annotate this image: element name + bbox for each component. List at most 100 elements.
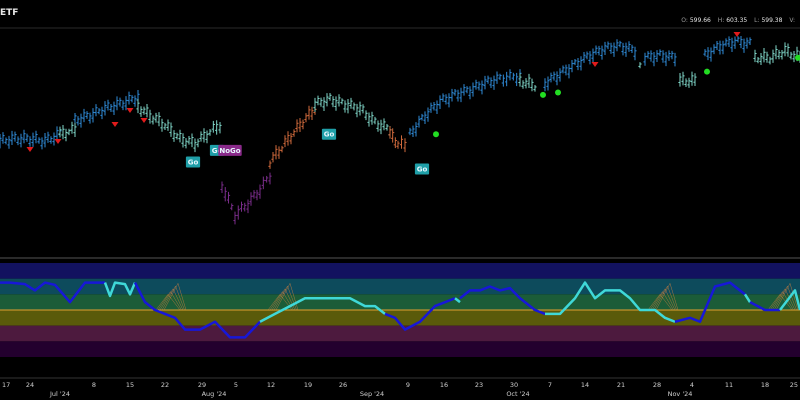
price-bar	[759, 53, 762, 65]
x-tick-label: Nov '24	[668, 390, 693, 398]
price-bar	[227, 192, 230, 204]
price-bar	[85, 111, 88, 119]
price-bar	[274, 145, 277, 159]
price-bar	[166, 119, 169, 130]
price-bar	[533, 85, 536, 92]
price-bar	[459, 88, 462, 102]
price-bar	[681, 72, 684, 86]
price-bar	[187, 136, 190, 145]
price-bar	[633, 47, 636, 60]
price-bar	[508, 69, 511, 80]
price-bar	[184, 138, 187, 148]
price-bar	[97, 108, 100, 114]
go-label: Go	[186, 157, 200, 168]
price-bar	[243, 203, 246, 212]
price-bar	[456, 90, 459, 102]
x-tick-label: 5	[234, 381, 238, 389]
price-bar	[205, 131, 208, 144]
price-bar	[667, 50, 670, 60]
x-tick-label: Jul '24	[49, 390, 70, 398]
price-bar	[408, 128, 411, 135]
price-bar	[25, 134, 28, 142]
price-bar	[337, 94, 340, 106]
price-bar	[603, 42, 606, 55]
price-bar	[771, 50, 774, 63]
price-bar	[606, 42, 609, 50]
price-bar	[319, 98, 322, 107]
price-bar	[133, 95, 136, 106]
x-tick-label: 23	[475, 381, 483, 389]
price-bar	[343, 100, 346, 112]
price-bar	[736, 36, 739, 42]
price-bar	[40, 137, 43, 149]
price-bar	[160, 119, 163, 132]
x-tick-label: 19	[304, 381, 312, 389]
price-bar	[139, 106, 142, 117]
price-bar	[136, 99, 139, 113]
price-bar	[252, 190, 255, 198]
price-bar	[576, 58, 579, 70]
price-bar	[730, 38, 733, 52]
price-bar	[7, 136, 10, 149]
go-triangle-icon	[112, 122, 119, 127]
price-bar	[364, 110, 367, 120]
price-bar	[400, 135, 403, 148]
price-bar	[199, 131, 202, 141]
price-bar	[693, 73, 696, 86]
x-tick-label: 17	[2, 381, 10, 389]
price-bar	[249, 192, 252, 206]
price-bar	[670, 51, 673, 59]
price-bar	[379, 120, 382, 134]
price-bar	[355, 104, 358, 117]
price-bar	[298, 118, 301, 132]
price-bar	[712, 44, 715, 54]
price-bar	[420, 114, 423, 121]
price-bar	[145, 104, 148, 117]
x-tick-label: 24	[26, 381, 34, 389]
price-bar	[444, 94, 447, 104]
price-bar	[438, 95, 441, 109]
price-bar	[703, 49, 706, 56]
price-bar	[64, 129, 67, 141]
price-bar	[718, 41, 721, 55]
price-bar	[130, 95, 133, 102]
price-bar	[157, 112, 160, 126]
price-bar	[212, 121, 215, 133]
price-bar	[58, 127, 61, 138]
price-bar	[127, 92, 130, 105]
price-bar	[624, 43, 627, 57]
price-bar	[591, 48, 594, 62]
price-bar	[417, 116, 420, 128]
price-bar	[527, 74, 530, 88]
price-bar	[570, 60, 573, 72]
go-dot-icon	[540, 92, 546, 98]
price-bar	[202, 128, 205, 142]
price-bar	[435, 100, 438, 114]
price-bar	[658, 49, 661, 56]
price-bar	[325, 93, 328, 106]
price-bar	[530, 79, 533, 92]
go-label: Go	[322, 129, 336, 140]
price-bar	[215, 120, 218, 134]
price-bar	[474, 80, 477, 90]
price-bar	[564, 65, 567, 76]
price-bar	[1, 132, 4, 144]
price-bar	[652, 52, 655, 66]
price-bar	[218, 122, 221, 133]
price-bar	[67, 129, 70, 135]
price-bar	[762, 48, 765, 62]
x-tick-label: 16	[440, 381, 448, 389]
price-bar	[630, 45, 633, 53]
price-bar	[561, 65, 564, 73]
price-bar	[233, 212, 236, 225]
price-bar	[588, 51, 591, 64]
price-bar	[103, 101, 106, 115]
oscillator-band	[0, 279, 800, 295]
x-tick-label: Aug '24	[202, 390, 227, 398]
price-bar	[142, 107, 145, 115]
price-bar	[786, 44, 789, 57]
price-bar	[792, 51, 795, 62]
price-bar	[79, 114, 82, 128]
price-bar	[396, 141, 399, 149]
